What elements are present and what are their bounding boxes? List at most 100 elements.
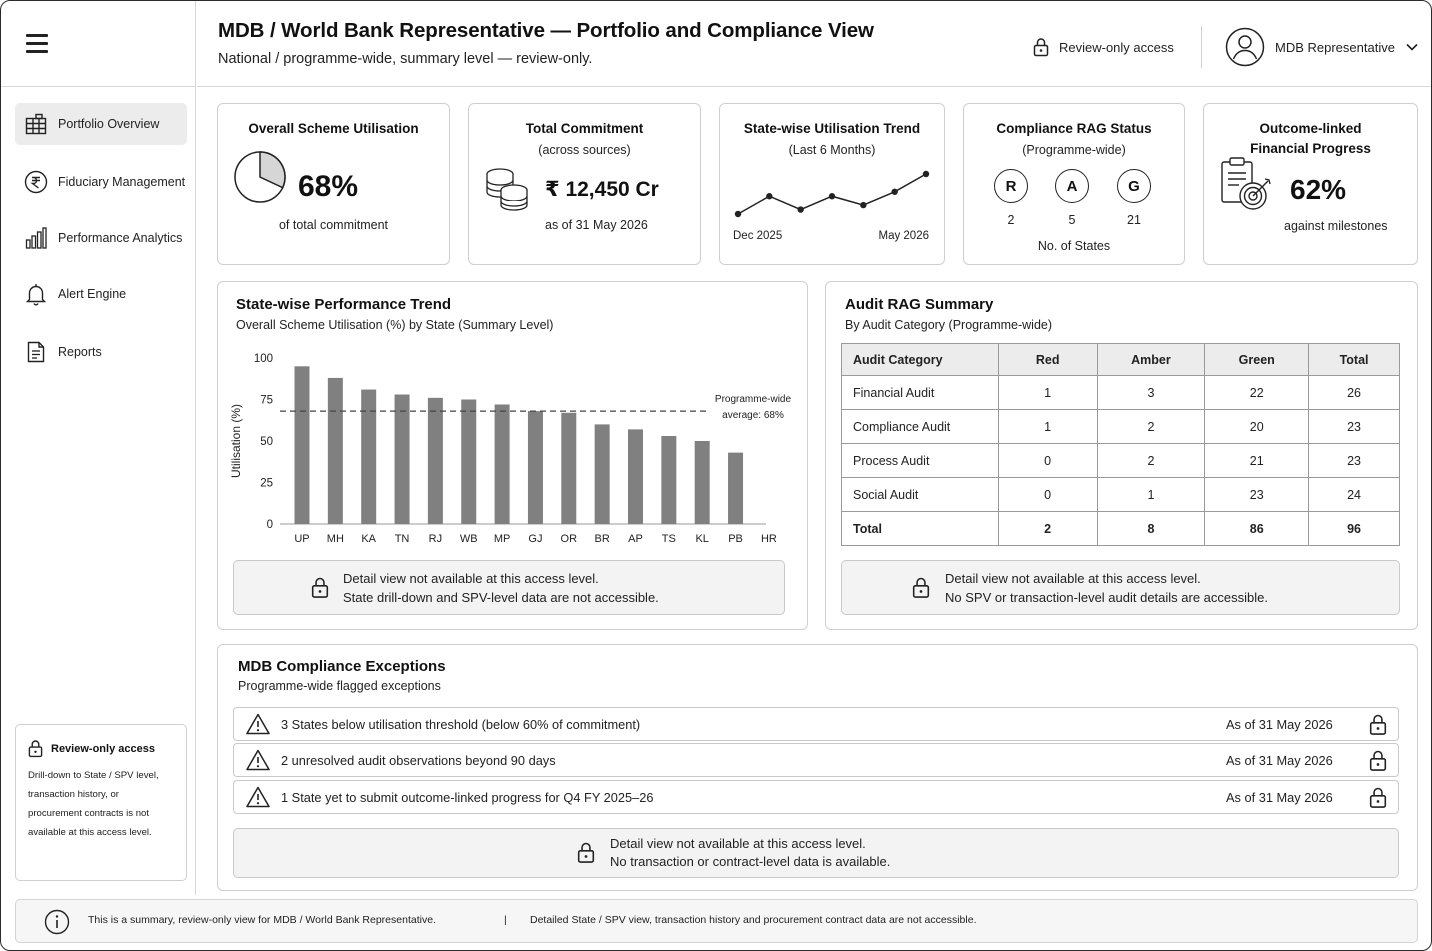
table-cell: 23	[1308, 443, 1400, 478]
notice-line-2: State drill-down and SPV-level data are …	[343, 589, 659, 605]
lock-icon	[912, 577, 930, 598]
table-cell: 0	[997, 477, 1098, 512]
bar-up	[294, 366, 310, 524]
sidebar-item-alert-engine[interactable]: Alert Engine	[15, 273, 187, 315]
compliance-exceptions-panel: MDB Compliance Exceptions Programme-wide…	[217, 644, 1418, 891]
kpi-title: Total Commitment	[525, 121, 644, 136]
x-tick-label: GJ	[528, 533, 542, 545]
exception-date: As of 31 May 2026	[1226, 790, 1333, 805]
user-menu[interactable]: MDB Representative	[1225, 27, 1419, 67]
sidebar-item-reports[interactable]: Reports	[15, 331, 187, 373]
rag-red-count: 2	[1007, 213, 1015, 227]
bar-mp	[494, 404, 510, 524]
table-cell: 22	[1204, 375, 1310, 410]
bar-mh	[327, 377, 343, 524]
table-cell: 0	[997, 443, 1098, 478]
x-tick-label: TS	[662, 533, 676, 545]
sidebar-item-performance-analytics[interactable]: Performance Analytics	[15, 217, 187, 259]
restricted-detail-notice: Detail view not available at this access…	[233, 560, 785, 615]
panel-title: Audit RAG Summary	[845, 296, 994, 313]
panel-subtitle: By Audit Category (Programme-wide)	[845, 318, 1053, 332]
rag-amber-count: 5	[1068, 213, 1076, 227]
sidebar-item-fiduciary-management[interactable]: Fiduciary Management	[15, 161, 187, 203]
x-tick-label: HR	[761, 533, 777, 545]
table-row: Process Audit 0 2 21 23	[841, 443, 1400, 478]
review-only-note: Review-only access Drill-down to State /…	[15, 724, 187, 881]
rag-red-badge: R	[994, 169, 1028, 203]
exception-text: 2 unresolved audit observations beyond 9…	[281, 753, 556, 768]
x-tick-label: KA	[361, 533, 376, 545]
kpi-card-compliance-rag: Compliance RAG Status (Programme-wide) R…	[963, 103, 1185, 265]
panel-title: State-wise Performance Trend	[236, 296, 452, 313]
bar-ap	[627, 429, 643, 524]
notice-line-2: No transaction or contract-level data is…	[610, 854, 891, 869]
sidebar-item-label: Fiduciary Management	[58, 175, 186, 189]
bell-icon	[25, 284, 47, 306]
table-cell: 24	[1308, 477, 1400, 512]
panel-subtitle: Overall Scheme Utilisation (%) by State …	[236, 318, 554, 332]
restricted-detail-notice: Detail view not available at this access…	[841, 560, 1400, 615]
sidebar-item-label: Alert Engine	[58, 287, 127, 301]
x-tick-label: KL	[695, 533, 708, 545]
kpi-subtitle: (across sources)	[538, 143, 631, 157]
table-cell: Compliance Audit	[841, 409, 999, 444]
sidebar-item-portfolio-overview[interactable]: Portfolio Overview	[15, 103, 187, 145]
exception-date: As of 31 May 2026	[1226, 717, 1333, 732]
exception-text: 1 State yet to submit outcome-linked pro…	[281, 790, 654, 805]
document-icon	[27, 341, 45, 363]
target-clipboard-icon	[1221, 157, 1271, 210]
table-cell: 1	[997, 375, 1098, 410]
x-tick-label: AP	[628, 533, 643, 545]
table-row: Compliance Audit 1 2 20 23	[841, 409, 1400, 444]
kpi-title-line2: Financial Progress	[1250, 141, 1371, 156]
chevron-down-icon[interactable]	[1405, 42, 1419, 52]
access-level-indicator: Review-only access	[1033, 37, 1174, 57]
hamburger-menu-icon[interactable]	[26, 32, 50, 54]
kpi-title: State-wise Utilisation Trend	[743, 121, 921, 136]
bar-wb	[461, 399, 477, 524]
page-title: MDB / World Bank Representative — Portfo…	[218, 19, 874, 42]
kpi-card-outcome-progress: Outcome-linked Financial Progress 62% ag…	[1203, 103, 1418, 265]
table-cell: 86	[1204, 511, 1310, 546]
table-cell: 26	[1308, 375, 1400, 410]
bar-rj	[427, 397, 443, 524]
performance-trend-panel: State-wise Performance Trend Overall Sch…	[217, 281, 808, 630]
column-header: Total	[1308, 343, 1400, 376]
sidebar-item-label: Performance Analytics	[58, 231, 183, 245]
restricted-detail-notice: Detail view not available at this access…	[233, 828, 1399, 878]
sparkline-point	[766, 193, 773, 200]
utilisation-bar-chart: 0 25 50 75 100 Utilisation (%) UP MH KA TN RJ WB MP G…	[229, 353, 792, 545]
kpi-caption: of total commitment	[278, 218, 389, 232]
notice-line-1: Detail view not available at this access…	[610, 836, 866, 851]
y-tick-label: 100	[254, 353, 273, 365]
x-tick-label: BR	[595, 533, 610, 545]
x-tick-label: OR	[561, 533, 578, 545]
bar-pb	[728, 452, 744, 524]
exception-item[interactable]: 2 unresolved audit observations beyond 9…	[233, 743, 1399, 777]
lock-icon	[1369, 714, 1387, 735]
warning-icon	[246, 713, 270, 735]
bar-or	[561, 412, 577, 524]
table-cell: 96	[1308, 511, 1400, 546]
panel-subtitle: Programme-wide flagged exceptions	[238, 679, 441, 693]
kpi-value: ₹ 12,450 Cr	[545, 178, 659, 201]
exception-item[interactable]: 1 State yet to submit outcome-linked pro…	[233, 780, 1399, 814]
exception-text: 3 States below utilisation threshold (be…	[281, 717, 641, 732]
kpi-title: Compliance RAG Status	[996, 121, 1152, 136]
table-cell: 20	[1204, 409, 1310, 444]
lock-icon	[1033, 38, 1049, 57]
rupee-icon	[24, 170, 48, 194]
user-avatar-icon	[1225, 27, 1265, 67]
footer-separator: |	[504, 914, 507, 926]
table-row: Financial Audit 1 3 22 26	[841, 375, 1400, 410]
sparkline-point	[891, 188, 898, 195]
grid-icon	[25, 113, 47, 135]
column-header: Red	[997, 343, 1098, 376]
kpi-caption: as of 31 May 2026	[545, 218, 648, 232]
table-cell: Financial Audit	[841, 375, 999, 410]
rag-amber-badge: A	[1055, 169, 1089, 203]
kpi-subtitle: (Last 6 Months)	[788, 143, 876, 157]
exception-item[interactable]: 3 States below utilisation threshold (be…	[233, 707, 1399, 741]
table-cell: 2	[997, 511, 1098, 546]
